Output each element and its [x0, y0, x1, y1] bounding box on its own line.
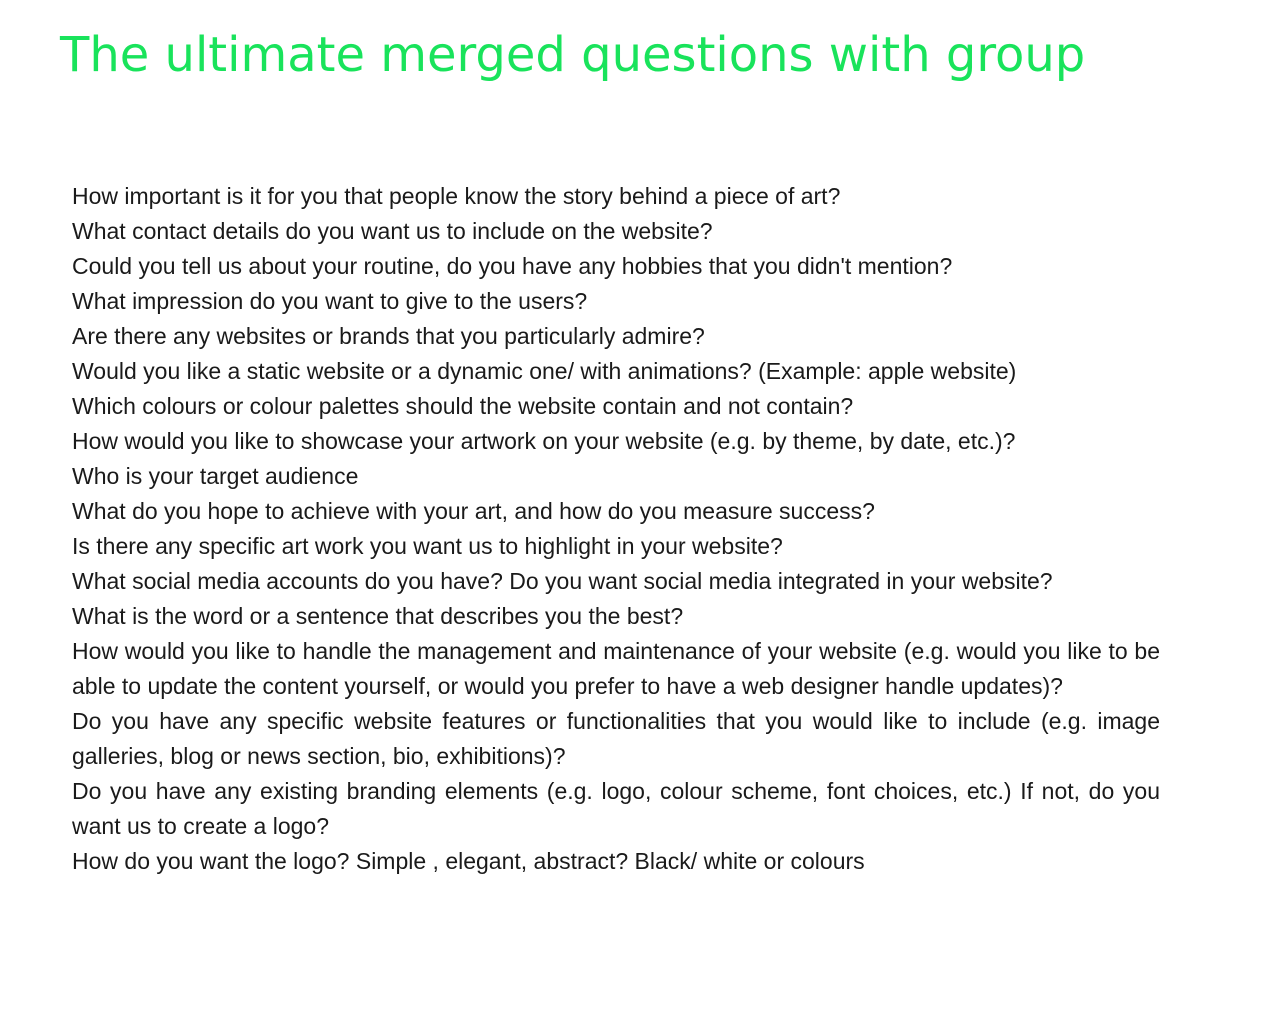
question-item[interactable]: How do you want the logo? Simple , elega… — [72, 848, 865, 874]
question-item[interactable]: Are there any websites or brands that yo… — [72, 323, 705, 349]
question-item[interactable]: What contact details do you want us to i… — [72, 218, 713, 244]
question-item[interactable]: Is there any specific art work you want … — [72, 533, 783, 559]
question-item[interactable]: Could you tell us about your routine, do… — [72, 253, 953, 279]
question-item[interactable]: How important is it for you that people … — [72, 183, 841, 209]
question-item[interactable]: What do you hope to achieve with your ar… — [72, 498, 875, 524]
question-item[interactable]: What social media accounts do you have? … — [72, 568, 1053, 594]
question-item[interactable]: Do you have any specific website feature… — [72, 708, 1160, 769]
question-item[interactable]: Do you have any existing branding elemen… — [72, 778, 1160, 839]
question-item[interactable]: Who is your target audience — [72, 463, 359, 489]
page-title: The ultimate merged questions with group — [60, 27, 1086, 83]
questions-list: How important is it for you that people … — [72, 179, 1160, 879]
question-item[interactable]: Which colours or colour palettes should … — [72, 393, 854, 419]
question-item[interactable]: How would you like to showcase your artw… — [72, 428, 1016, 454]
question-item[interactable]: Would you like a static website or a dyn… — [72, 358, 1017, 384]
question-item[interactable]: What is the word or a sentence that desc… — [72, 603, 684, 629]
question-item[interactable]: How would you like to handle the managem… — [72, 638, 1160, 699]
question-item[interactable]: What impression do you want to give to t… — [72, 288, 588, 314]
